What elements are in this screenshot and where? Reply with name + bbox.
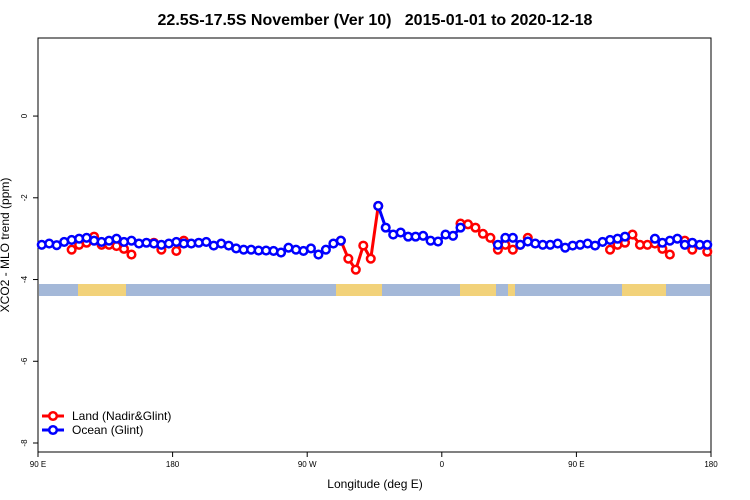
legend-label: Ocean (Glint) bbox=[72, 423, 143, 437]
x-tick-label: 0 bbox=[440, 460, 445, 469]
point bbox=[702, 239, 713, 250]
point bbox=[343, 253, 354, 264]
point bbox=[507, 232, 518, 243]
point bbox=[418, 230, 429, 241]
chart-title: 22.5S-17.5S November (Ver 10) 2015-01-01… bbox=[158, 12, 593, 29]
surface-mask bbox=[39, 284, 710, 296]
point bbox=[492, 239, 503, 250]
point bbox=[275, 247, 287, 258]
point bbox=[433, 236, 444, 247]
point bbox=[605, 244, 616, 255]
point bbox=[447, 230, 459, 241]
point bbox=[313, 249, 324, 260]
point bbox=[365, 253, 376, 264]
point bbox=[477, 228, 488, 239]
y-tick-label: -8 bbox=[20, 439, 29, 447]
point bbox=[590, 240, 601, 251]
legend-marker bbox=[47, 424, 59, 436]
point bbox=[455, 222, 466, 233]
land-band bbox=[78, 284, 126, 296]
point bbox=[664, 249, 675, 260]
legend-label: Land (Nadir&Glint) bbox=[72, 409, 171, 423]
land-band bbox=[336, 284, 382, 296]
x-tick-label: 90 E bbox=[568, 460, 584, 469]
point bbox=[171, 245, 182, 256]
point bbox=[358, 240, 369, 251]
point bbox=[305, 243, 316, 254]
point bbox=[380, 222, 391, 233]
land-band bbox=[622, 284, 666, 296]
x-tick-label: 90 W bbox=[298, 460, 317, 469]
point bbox=[201, 236, 212, 247]
legend-marker bbox=[47, 410, 59, 422]
point bbox=[470, 222, 481, 233]
point bbox=[485, 232, 496, 243]
y-axis-label: XCO2 - MLO trend (ppm) bbox=[0, 178, 12, 313]
point bbox=[350, 264, 361, 275]
point bbox=[619, 231, 631, 242]
y-tick-label: 0 bbox=[20, 113, 29, 118]
point bbox=[395, 227, 406, 238]
land-band bbox=[460, 284, 496, 296]
y-tick-label: -6 bbox=[20, 357, 29, 365]
land-band bbox=[508, 284, 515, 296]
point bbox=[126, 249, 137, 260]
point bbox=[552, 238, 563, 249]
point bbox=[373, 200, 384, 212]
point bbox=[335, 235, 346, 246]
x-axis-label: Longitude (deg E) bbox=[327, 477, 422, 491]
x-tick-label: 180 bbox=[166, 460, 180, 469]
y-tick-label: -2 bbox=[20, 194, 29, 202]
point bbox=[507, 244, 518, 255]
point bbox=[66, 244, 77, 255]
point bbox=[672, 233, 683, 244]
y-tick-label: -4 bbox=[20, 275, 29, 283]
x-tick-label: 90 E bbox=[30, 460, 46, 469]
point bbox=[320, 244, 331, 255]
point bbox=[649, 233, 660, 244]
x-tick-label: 180 bbox=[704, 460, 718, 469]
